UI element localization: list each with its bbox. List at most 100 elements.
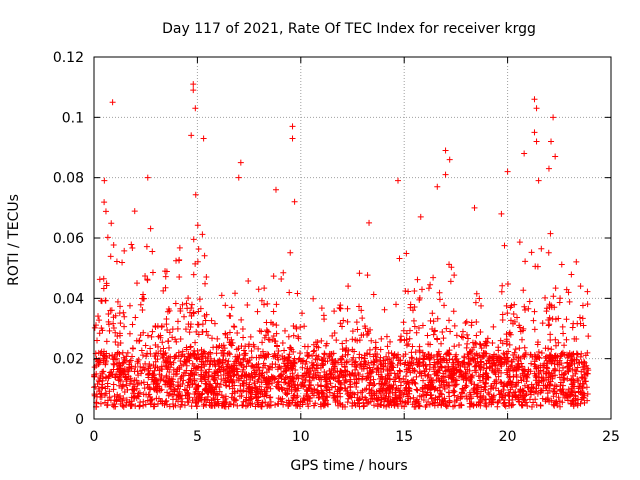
data-point [145,384,152,391]
data-point [520,387,527,394]
data-point [393,385,400,392]
data-point [409,343,416,350]
data-point [370,402,377,409]
data-point [97,394,104,401]
data-point [359,376,366,383]
data-point [496,354,503,361]
data-point [532,388,539,395]
data-point [429,325,436,332]
data-point [478,345,485,352]
data-point [310,361,317,368]
data-point [397,333,404,340]
data-point [431,327,438,334]
data-point [239,380,246,387]
data-point [102,208,109,215]
data-point [433,335,440,342]
data-point [510,401,517,408]
data-point [527,368,534,375]
data-point [175,349,182,356]
data-point [327,370,334,377]
data-point [511,349,518,356]
data-point [129,345,136,352]
data-point [325,401,332,408]
data-point [239,402,246,409]
data-point [468,350,475,357]
data-point [289,135,296,142]
data-point [99,375,106,382]
data-point [367,368,374,375]
data-point [253,388,260,395]
data-point [562,389,569,396]
data-point [317,401,324,408]
data-point [256,383,263,390]
data-point [436,289,443,296]
data-point [538,245,545,252]
y-tick-label: 0 [75,412,84,428]
data-point [452,357,459,364]
data-point [334,359,341,366]
data-point [464,395,471,402]
data-point [306,384,313,391]
data-point [476,340,483,347]
data-point [450,387,457,394]
data-point [139,367,146,374]
data-point [108,307,115,314]
data-point [339,340,346,347]
data-point [217,381,224,388]
data-point [181,313,188,320]
data-point [259,399,266,406]
data-point [547,331,554,338]
data-point [267,385,274,392]
data-point [295,375,302,382]
data-point [133,280,140,287]
data-point [372,346,379,353]
data-point [426,401,433,408]
data-point [522,307,529,314]
data-point [287,249,294,256]
data-point [147,350,154,357]
data-point [339,323,346,330]
data-point [512,346,519,353]
data-point [133,337,140,344]
data-point [576,360,583,367]
data-point [117,303,124,310]
data-point [178,362,185,369]
data-point [475,382,482,389]
data-point [215,358,222,365]
data-point [543,370,550,377]
data-point [240,356,247,363]
data-point [411,323,418,330]
data-point [517,388,524,395]
data-point [331,308,338,315]
data-point [170,391,177,398]
data-point [210,344,217,351]
x-tick-label: 10 [292,429,310,445]
data-point [413,329,420,336]
data-point [341,363,348,370]
data-point [174,318,181,325]
data-point [406,359,413,366]
data-point [354,400,361,407]
data-point [351,391,358,398]
data-point [235,377,242,384]
data-point [356,337,363,344]
data-point [329,332,336,339]
data-point [503,357,510,364]
data-point [244,301,251,308]
data-point [431,402,438,409]
data-point [214,369,221,376]
data-point [441,385,448,392]
data-point [480,361,487,368]
data-point [216,388,223,395]
data-point [409,379,416,386]
data-point [436,296,443,303]
data-point [243,363,250,370]
data-point [442,147,449,154]
data-point [574,400,581,407]
data-point [538,374,545,381]
data-point [510,389,517,396]
data-point [266,337,273,344]
data-point [497,378,504,385]
data-point [490,399,497,406]
data-point [533,105,540,112]
